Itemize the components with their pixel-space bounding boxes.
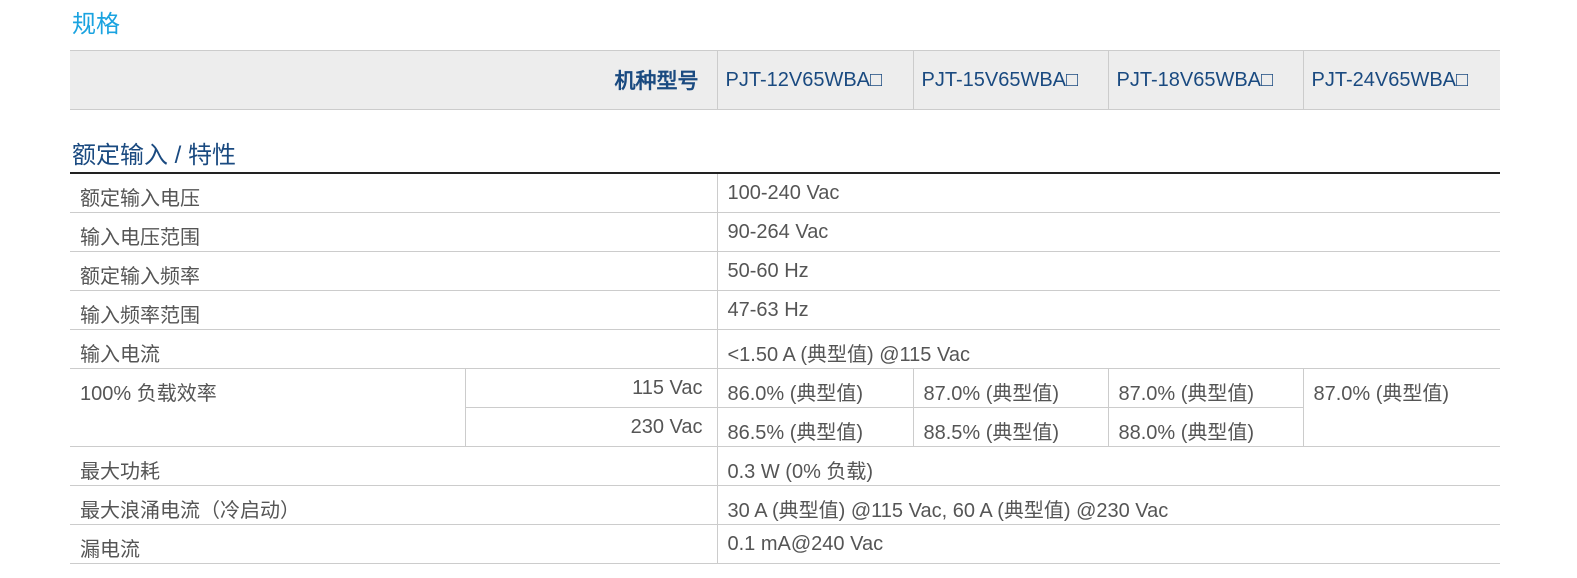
row-value: 86.0% (典型值) bbox=[716, 368, 913, 408]
row-value: 87.0% (典型值) bbox=[1302, 368, 1500, 447]
table-row: 最大浪涌电流（冷启动） 30 A (典型值) @115 Vac, 60 A (典型… bbox=[70, 485, 1500, 525]
row-value: 87.0% (典型值) bbox=[1107, 368, 1303, 408]
sub-label: 230 Vac bbox=[464, 407, 717, 447]
table-row: 输入频率范围 47-63 Hz bbox=[70, 290, 1500, 330]
table-row: 漏电流 0.1 mA@240 Vac bbox=[70, 524, 1500, 564]
row-value: 50-60 Hz bbox=[716, 251, 1500, 291]
spec-table: 额定输入电压 100-240 Vac 输入电压范围 90-264 Vac 额定输入频率 5… bbox=[70, 172, 1500, 564]
row-value: 100-240 Vac bbox=[716, 173, 1500, 213]
table-row: 输入电压范围 90-264 Vac bbox=[70, 212, 1500, 252]
model-header-table: 机种型号 PJT-12V65WBA□ PJT-15V65WBA□ PJT-18V… bbox=[70, 50, 1500, 110]
row-value: 87.0% (典型值) bbox=[912, 368, 1108, 408]
row-label: 100% 负载效率 bbox=[70, 368, 465, 447]
row-value: <1.50 A (典型值) @115 Vac bbox=[716, 329, 1500, 369]
section-title: 额定输入 / 特性 bbox=[72, 142, 237, 169]
row-label: 漏电流 bbox=[70, 524, 717, 564]
row-value: 47-63 Hz bbox=[716, 290, 1500, 330]
row-label: 额定输入频率 bbox=[70, 251, 717, 291]
row-value: 88.5% (典型值) bbox=[912, 407, 1108, 447]
model-name: PJT-15V65WBA□ bbox=[912, 50, 1108, 110]
row-label: 最大功耗 bbox=[70, 446, 717, 486]
row-value: 86.5% (典型值) bbox=[716, 407, 913, 447]
table-row: 100% 负载效率 115 Vac 86.0% (典型值) 87.0% (典型值) 87… bbox=[70, 368, 1500, 447]
model-name: PJT-18V65WBA□ bbox=[1107, 50, 1303, 110]
table-row: 输入电流 <1.50 A (典型值) @115 Vac bbox=[70, 329, 1500, 369]
row-value: 30 A (典型值) @115 Vac, 60 A (典型值) @230 Vac bbox=[716, 485, 1500, 525]
page-title: 规格 bbox=[72, 11, 120, 38]
table-row: 230 Vac 86.5% (典型值) 88.5% (典型值) 88.0% (典型值) bbox=[70, 407, 1500, 447]
row-label: 输入电流 bbox=[70, 329, 717, 369]
row-label: 输入频率范围 bbox=[70, 290, 717, 330]
table-row: 额定输入电压 100-240 Vac bbox=[70, 173, 1500, 213]
model-name: PJT-24V65WBA□ bbox=[1302, 50, 1500, 110]
row-label: 最大浪涌电流（冷启动） bbox=[70, 485, 717, 525]
header-row: 机种型号 PJT-12V65WBA□ PJT-15V65WBA□ PJT-18V… bbox=[70, 50, 1500, 110]
row-value: 0.3 W (0% 负载) bbox=[716, 446, 1500, 486]
model-label: 机种型号 bbox=[614, 70, 699, 93]
table-row: 额定输入频率 50-60 Hz bbox=[70, 251, 1500, 291]
sub-label: 115 Vac bbox=[464, 368, 717, 408]
table-row: 最大功耗 0.3 W (0% 负载) bbox=[70, 446, 1500, 486]
row-value: 0.1 mA@240 Vac bbox=[716, 524, 1500, 564]
model-name: PJT-12V65WBA□ bbox=[716, 50, 913, 110]
row-value: 90-264 Vac bbox=[716, 212, 1500, 252]
row-label: 输入电压范围 bbox=[70, 212, 717, 252]
row-value: 88.0% (典型值) bbox=[1107, 407, 1303, 447]
row-label: 额定输入电压 bbox=[70, 173, 717, 213]
